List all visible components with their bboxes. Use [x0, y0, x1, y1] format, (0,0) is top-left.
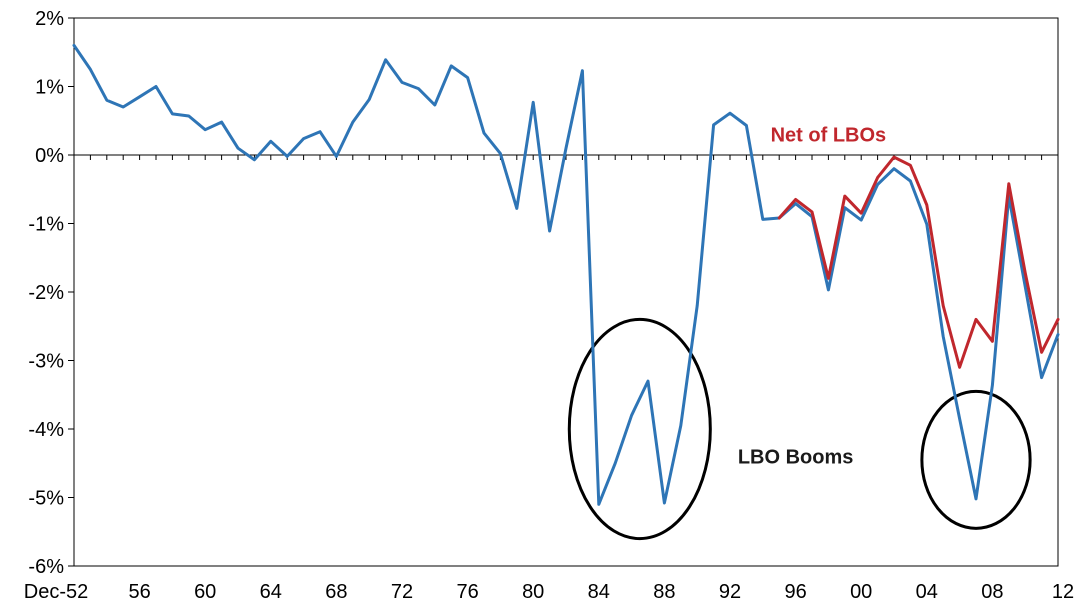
highlight-ellipse-lbo-boom-2000s: [920, 389, 1032, 530]
y-tick-label: -2%: [28, 282, 64, 304]
x-tick-label: 88: [653, 581, 675, 603]
highlight-ellipse-lbo-boom-1980s: [567, 317, 712, 541]
plot-border: [73, 17, 1059, 567]
x-tick-label: 04: [916, 581, 938, 603]
series-lines: [72, 43, 1060, 506]
annotation-lbo-booms: LBO Booms: [738, 446, 854, 468]
x-tick-label: 12: [1052, 581, 1074, 603]
x-tick-label: 60: [194, 581, 216, 603]
x-tick-label: 56: [128, 581, 150, 603]
x-tick-label: Dec-52: [24, 581, 88, 603]
y-tick-label: -1%: [28, 214, 64, 236]
y-tick-label: -5%: [28, 488, 64, 510]
series-line-total: [72, 43, 1060, 506]
y-tick-label: -4%: [28, 419, 64, 441]
x-tick-label: 92: [719, 581, 741, 603]
axes: 2% 1% 0% -1% -2% -3% -4% -5% -6% Dec-52 56 60 64 68 72…: [24, 8, 1074, 603]
annotations: Net of LBOs LBO Booms: [738, 124, 886, 468]
x-tick-label: 96: [784, 581, 806, 603]
y-tick-label: -3%: [28, 351, 64, 373]
y-tick-label: 2%: [35, 8, 64, 30]
x-tick-label: 08: [981, 581, 1003, 603]
annotation-net-of-lbos: Net of LBOs: [771, 124, 887, 146]
y-tick-label: 0%: [35, 145, 64, 167]
series-line-net-of-lbos: [777, 155, 1060, 369]
x-tick-label: 80: [522, 581, 544, 603]
y-tick-label: 1%: [35, 77, 64, 99]
highlight-regions: [567, 317, 1032, 541]
x-tick-label: 68: [325, 581, 347, 603]
x-tick-label: 84: [588, 581, 610, 603]
x-tick-label: 76: [456, 581, 478, 603]
x-tick-label: 00: [850, 581, 872, 603]
x-tick-label: 72: [391, 581, 413, 603]
y-tick-label: -6%: [28, 556, 64, 578]
x-tick-label: 64: [260, 581, 282, 603]
